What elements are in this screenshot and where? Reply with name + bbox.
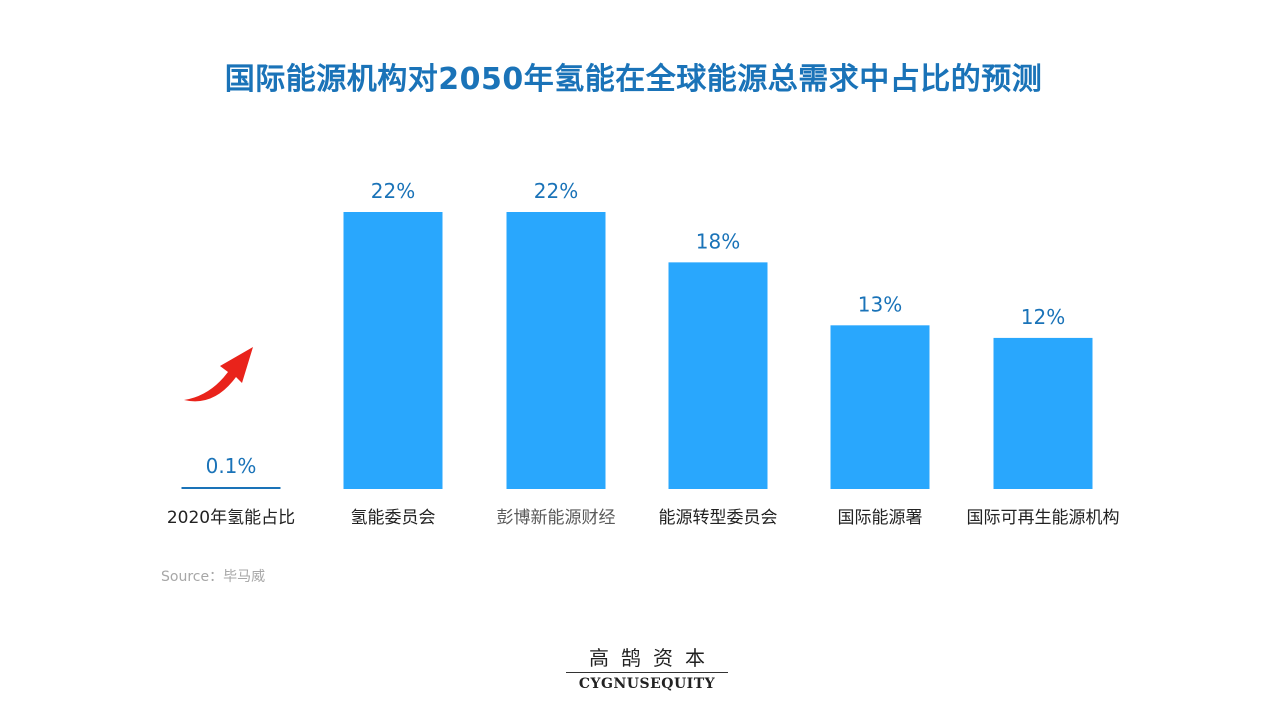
bar-value-label: 0.1% (206, 454, 257, 478)
bar (506, 212, 606, 489)
bar (993, 337, 1093, 489)
bar-value-label: 12% (1021, 305, 1065, 329)
bar (668, 262, 768, 489)
category-label: 氢能委员会 (351, 508, 436, 528)
logo-divider (566, 672, 728, 673)
red-up-arrow-icon (184, 347, 253, 402)
category-label: 国际可再生能源机构 (967, 508, 1120, 528)
bar-value-label: 18% (696, 229, 740, 253)
bar (343, 212, 443, 489)
bar-value-label: 22% (534, 179, 578, 203)
category-label: 国际能源署 (838, 508, 923, 528)
chart-title: 国际能源机构对2050年氢能在全球能源总需求中占比的预测 (224, 62, 1043, 97)
bar (181, 487, 281, 489)
logo-english-text: CYGNUSEQUITY (578, 676, 716, 692)
source-note: Source：毕马威 (161, 569, 266, 585)
category-label: 2020年氢能占比 (167, 508, 295, 528)
logo-chinese-text: 高鹄资本 (589, 646, 717, 670)
bar-value-label: 22% (371, 179, 415, 203)
category-label: 能源转型委员会 (659, 508, 778, 528)
category-label: 彭博新能源财经 (497, 508, 616, 528)
cygnus-equity-logo: 高鹄资本 CYGNUSEQUITY (566, 646, 728, 692)
bar (830, 325, 930, 489)
bar-value-label: 13% (858, 292, 902, 316)
